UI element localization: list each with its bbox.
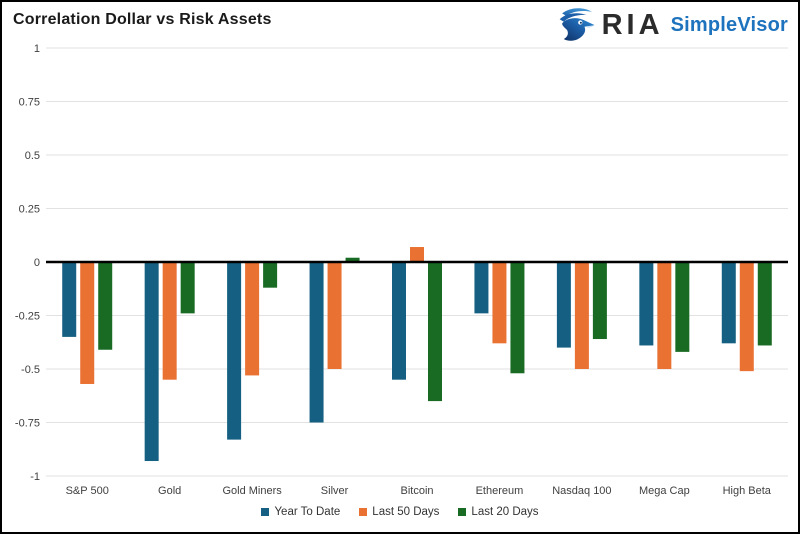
y-tick-label: -0.75 [15, 418, 40, 430]
bar-year-to-date-gold-miners [227, 262, 242, 440]
y-tick-label: 0 [34, 257, 40, 269]
bar-year-to-date-gold [144, 262, 159, 462]
x-category-label: Silver [321, 485, 349, 497]
bar-year-to-date-bitcoin [392, 262, 406, 380]
x-category-label: High Beta [723, 485, 772, 497]
bar-last-20-days-s-p-500 [98, 262, 113, 350]
bar-last-50-days-s-p-500 [80, 262, 95, 384]
bar-last-20-days-high-beta [757, 262, 772, 346]
brand-logo: RIA SimpleVisor [557, 5, 788, 45]
legend-label: Last 20 Days [471, 506, 539, 518]
bar-last-50-days-silver [327, 262, 342, 369]
bar-last-50-days-nasdaq-100 [574, 262, 589, 369]
y-tick-label: 0.5 [25, 150, 40, 162]
legend-swatch [261, 508, 270, 516]
x-category-label: Gold [158, 485, 181, 497]
legend-swatch [359, 508, 368, 516]
bar-year-to-date-nasdaq-100 [556, 262, 571, 348]
y-tick-label: 0.75 [19, 97, 40, 109]
legend-item-year-to-date: Year To Date [261, 506, 340, 518]
y-tick-label: 1 [34, 43, 40, 55]
bar-last-20-days-nasdaq-100 [592, 262, 607, 340]
legend-swatch [458, 508, 467, 516]
y-tick-label: 0.25 [19, 204, 40, 216]
x-category-label: Gold Miners [222, 485, 282, 497]
bar-last-20-days-silver [345, 257, 360, 262]
bar-last-20-days-gold [180, 262, 195, 314]
chart-title: Correlation Dollar vs Risk Assets [13, 11, 272, 28]
legend-item-last-20-days: Last 20 Days [458, 506, 539, 518]
bar-last-20-days-mega-cap [675, 262, 690, 352]
bar-last-50-days-mega-cap [657, 262, 672, 369]
y-tick-label: -0.5 [21, 364, 40, 376]
bar-last-20-days-bitcoin [428, 262, 442, 402]
chart-legend: Year To Date Last 50 Days Last 20 Days [2, 506, 798, 518]
bar-last-50-days-high-beta [739, 262, 754, 372]
brand-name: RIA [601, 8, 664, 41]
x-category-label: S&P 500 [66, 485, 109, 497]
x-category-label: Mega Cap [639, 485, 690, 497]
bar-last-50-days-gold [162, 262, 177, 380]
bar-last-20-days-ethereum [510, 262, 525, 374]
brand-product: SimpleVisor [670, 14, 788, 36]
bar-last-50-days-bitcoin [410, 247, 424, 262]
x-category-label: Nasdaq 100 [552, 485, 611, 497]
bar-year-to-date-silver [309, 262, 324, 423]
legend-label: Year To Date [274, 506, 341, 518]
y-tick-label: -1 [30, 471, 40, 483]
x-category-label: Bitcoin [400, 485, 433, 497]
bar-year-to-date-ethereum [474, 262, 489, 314]
x-category-label: Ethereum [476, 485, 524, 497]
bar-last-50-days-gold-miners [245, 262, 260, 376]
bar-last-20-days-gold-miners [263, 262, 278, 288]
bar-year-to-date-high-beta [721, 262, 736, 344]
bar-year-to-date-mega-cap [639, 262, 654, 346]
legend-label: Last 50 Days [372, 506, 440, 518]
bar-year-to-date-s-p-500 [62, 262, 77, 337]
bar-last-50-days-ethereum [492, 262, 507, 344]
legend-item-last-50-days: Last 50 Days [359, 506, 439, 518]
eagle-icon [559, 8, 594, 41]
y-tick-label: -0.25 [15, 311, 40, 323]
